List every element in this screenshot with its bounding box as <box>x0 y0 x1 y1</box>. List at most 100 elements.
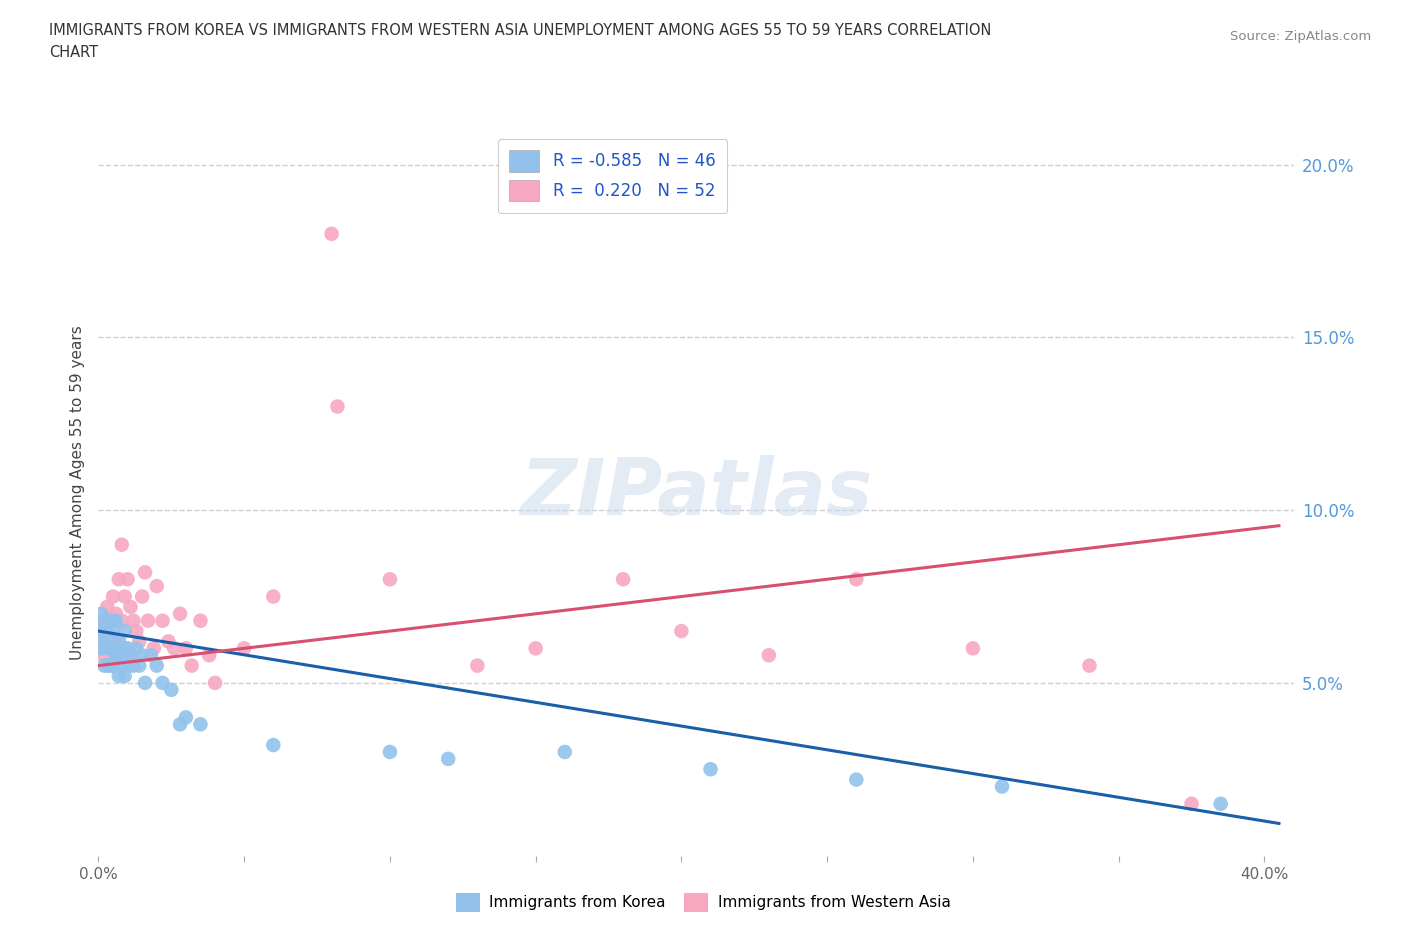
Point <box>437 751 460 766</box>
Point <box>122 658 145 673</box>
Point <box>671 624 693 639</box>
Point <box>114 589 136 604</box>
Point <box>190 613 212 628</box>
Point <box>108 634 131 649</box>
Point <box>1209 796 1232 811</box>
Point <box>104 613 127 628</box>
Point <box>108 669 131 684</box>
Point <box>117 648 139 663</box>
Point <box>1180 796 1202 811</box>
Point <box>378 572 401 587</box>
Point <box>101 589 124 604</box>
Point <box>90 641 112 656</box>
Point <box>174 641 197 656</box>
Y-axis label: Unemployment Among Ages 55 to 59 years: Unemployment Among Ages 55 to 59 years <box>69 326 84 660</box>
Point <box>90 624 112 639</box>
Point <box>169 606 191 621</box>
Point <box>96 634 118 649</box>
Point <box>120 648 142 663</box>
Point <box>1078 658 1101 673</box>
Point <box>120 600 142 615</box>
Point <box>152 675 174 690</box>
Point <box>98 658 121 673</box>
Point <box>111 641 134 656</box>
Point <box>111 658 134 673</box>
Legend: R = -0.585   N = 46, R =  0.220   N = 52: R = -0.585 N = 46, R = 0.220 N = 52 <box>498 139 727 213</box>
Point <box>96 658 118 673</box>
Legend: Immigrants from Korea, Immigrants from Western Asia: Immigrants from Korea, Immigrants from W… <box>450 887 956 918</box>
Point <box>142 641 165 656</box>
Point <box>233 641 256 656</box>
Text: IMMIGRANTS FROM KOREA VS IMMIGRANTS FROM WESTERN ASIA UNEMPLOYMENT AMONG AGES 55: IMMIGRANTS FROM KOREA VS IMMIGRANTS FROM… <box>49 23 991 38</box>
Point <box>169 717 191 732</box>
Point <box>134 565 156 579</box>
Point <box>180 658 202 673</box>
Point <box>962 641 984 656</box>
Point <box>524 641 547 656</box>
Point <box>93 634 115 649</box>
Point <box>467 658 489 673</box>
Point <box>114 641 136 656</box>
Point <box>190 717 212 732</box>
Point <box>101 658 124 673</box>
Point <box>139 648 162 663</box>
Point <box>108 648 131 663</box>
Point <box>111 613 134 628</box>
Point <box>104 648 127 663</box>
Point <box>128 634 150 649</box>
Point <box>198 648 221 663</box>
Point <box>131 648 153 663</box>
Point <box>104 606 127 621</box>
Point <box>128 658 150 673</box>
Point <box>98 658 121 673</box>
Point <box>96 624 118 639</box>
Point <box>117 572 139 587</box>
Point <box>262 737 284 752</box>
Point <box>145 578 167 593</box>
Point <box>101 634 124 649</box>
Point <box>758 648 780 663</box>
Point <box>93 648 115 663</box>
Point <box>321 226 343 241</box>
Text: CHART: CHART <box>49 45 98 60</box>
Point <box>378 745 401 760</box>
Point <box>125 624 148 639</box>
Point <box>845 572 868 587</box>
Point <box>101 641 124 656</box>
Point <box>326 399 349 414</box>
Text: ZIPatlas: ZIPatlas <box>520 455 872 531</box>
Point <box>90 641 112 656</box>
Point <box>145 658 167 673</box>
Point <box>90 606 112 621</box>
Point <box>699 762 721 777</box>
Point <box>163 641 186 656</box>
Point <box>160 683 183 698</box>
Point <box>991 779 1014 794</box>
Point <box>98 641 121 656</box>
Point <box>108 634 131 649</box>
Point <box>152 613 174 628</box>
Point <box>90 624 112 639</box>
Point <box>96 600 118 615</box>
Point <box>125 641 148 656</box>
Point <box>93 613 115 628</box>
Point <box>174 710 197 724</box>
Point <box>131 589 153 604</box>
Point <box>157 634 180 649</box>
Point <box>122 613 145 628</box>
Point <box>612 572 634 587</box>
Point <box>845 772 868 787</box>
Point <box>104 648 127 663</box>
Point <box>101 624 124 639</box>
Point <box>96 641 118 656</box>
Point <box>204 675 226 690</box>
Point <box>136 613 159 628</box>
Point <box>114 669 136 684</box>
Point <box>262 589 284 604</box>
Point <box>117 658 139 673</box>
Point <box>114 624 136 639</box>
Point <box>554 745 576 760</box>
Text: Source: ZipAtlas.com: Source: ZipAtlas.com <box>1230 30 1371 43</box>
Point <box>111 538 134 552</box>
Point <box>93 658 115 673</box>
